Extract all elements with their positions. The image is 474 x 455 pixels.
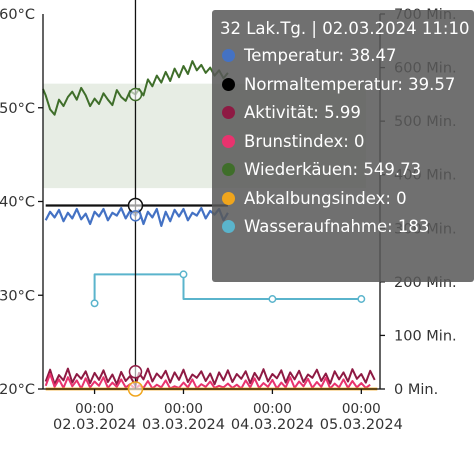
tooltip-row-label: Abkalbungsindex: 0 bbox=[244, 188, 407, 208]
data-point-wasseraufnahme-2 bbox=[268, 295, 277, 303]
tooltip-row: Aktivität: 5.99 bbox=[222, 103, 361, 122]
y-left-tick-label: 50°C bbox=[0, 101, 35, 117]
x-tick-date-label: 02.03.2024 bbox=[53, 417, 136, 433]
legend-dot-icon bbox=[222, 49, 235, 62]
tooltip-row: Brunstindex: 0 bbox=[222, 132, 365, 151]
tooltip-row-label: Brunstindex: 0 bbox=[244, 131, 365, 151]
series-line-aktivitt bbox=[44, 367, 376, 387]
x-tick-date-label: 03.03.2024 bbox=[142, 417, 225, 433]
tooltip-row-label: Normaltemperatur: 39.57 bbox=[244, 74, 456, 94]
crosshair-marker-abkalbungsindex bbox=[127, 381, 144, 397]
x-tick-time-label: 00:00 bbox=[164, 401, 203, 417]
tooltip-title: 32 Lak.Tg. | 02.03.2024 11:10 bbox=[220, 19, 470, 38]
legend-dot-icon bbox=[222, 77, 235, 91]
series-line-brunstindex bbox=[44, 373, 371, 390]
crosshair-marker-aktivitat bbox=[128, 365, 143, 379]
x-tick-time-label: 00:00 bbox=[75, 401, 114, 417]
legend-dot-icon bbox=[222, 106, 235, 119]
y-right-tick-label: 0 Min. bbox=[394, 382, 438, 398]
crosshair-marker-wiederkauen bbox=[128, 87, 143, 102]
data-point-wasseraufnahme-3 bbox=[357, 295, 366, 303]
data-point-wasseraufnahme-0 bbox=[90, 299, 99, 308]
tooltip-row: Wiederkäuen: 549.73 bbox=[222, 160, 421, 179]
legend-dot-icon bbox=[222, 134, 235, 148]
legend-dot-icon bbox=[222, 220, 235, 233]
y-left-tick-label: 30°C bbox=[0, 288, 35, 304]
legend-dot-icon bbox=[222, 191, 235, 205]
crosshair-marker-temperatur bbox=[129, 210, 142, 222]
tooltip-row-label: Wiederkäuen: 549.73 bbox=[244, 160, 422, 179]
x-tick-time-label: 00:00 bbox=[342, 401, 381, 417]
tooltip-row: Temperatur: 38.47 bbox=[222, 46, 396, 65]
tooltip-row: Normaltemperatur: 39.57 bbox=[222, 75, 455, 94]
x-tick-time-label: 00:00 bbox=[253, 401, 292, 417]
y-left-tick-label: 60°C bbox=[0, 7, 35, 23]
x-tick-date-label: 05.03.2024 bbox=[320, 417, 403, 433]
legend-dot-icon bbox=[222, 163, 235, 176]
y-left-tick-label: 40°C bbox=[0, 195, 35, 211]
y-left-tick-label: 20°C bbox=[0, 382, 35, 398]
tooltip-row-label: Aktivität: 5.99 bbox=[244, 103, 361, 122]
tooltip-row-label: Temperatur: 38.47 bbox=[244, 46, 397, 65]
y-right-tick-label: 100 Min. bbox=[394, 328, 457, 344]
data-point-wasseraufnahme-1 bbox=[179, 270, 188, 279]
tooltip-row: Wasseraufnahme: 183 bbox=[222, 217, 429, 236]
data-tooltip: 32 Lak.Tg. | 02.03.2024 11:10 Temperatur… bbox=[212, 10, 474, 282]
tooltip-row-label: Wasseraufnahme: 183 bbox=[244, 217, 430, 236]
tooltip-row: Abkalbungsindex: 0 bbox=[222, 189, 407, 208]
x-tick-date-label: 04.03.2024 bbox=[231, 417, 314, 433]
